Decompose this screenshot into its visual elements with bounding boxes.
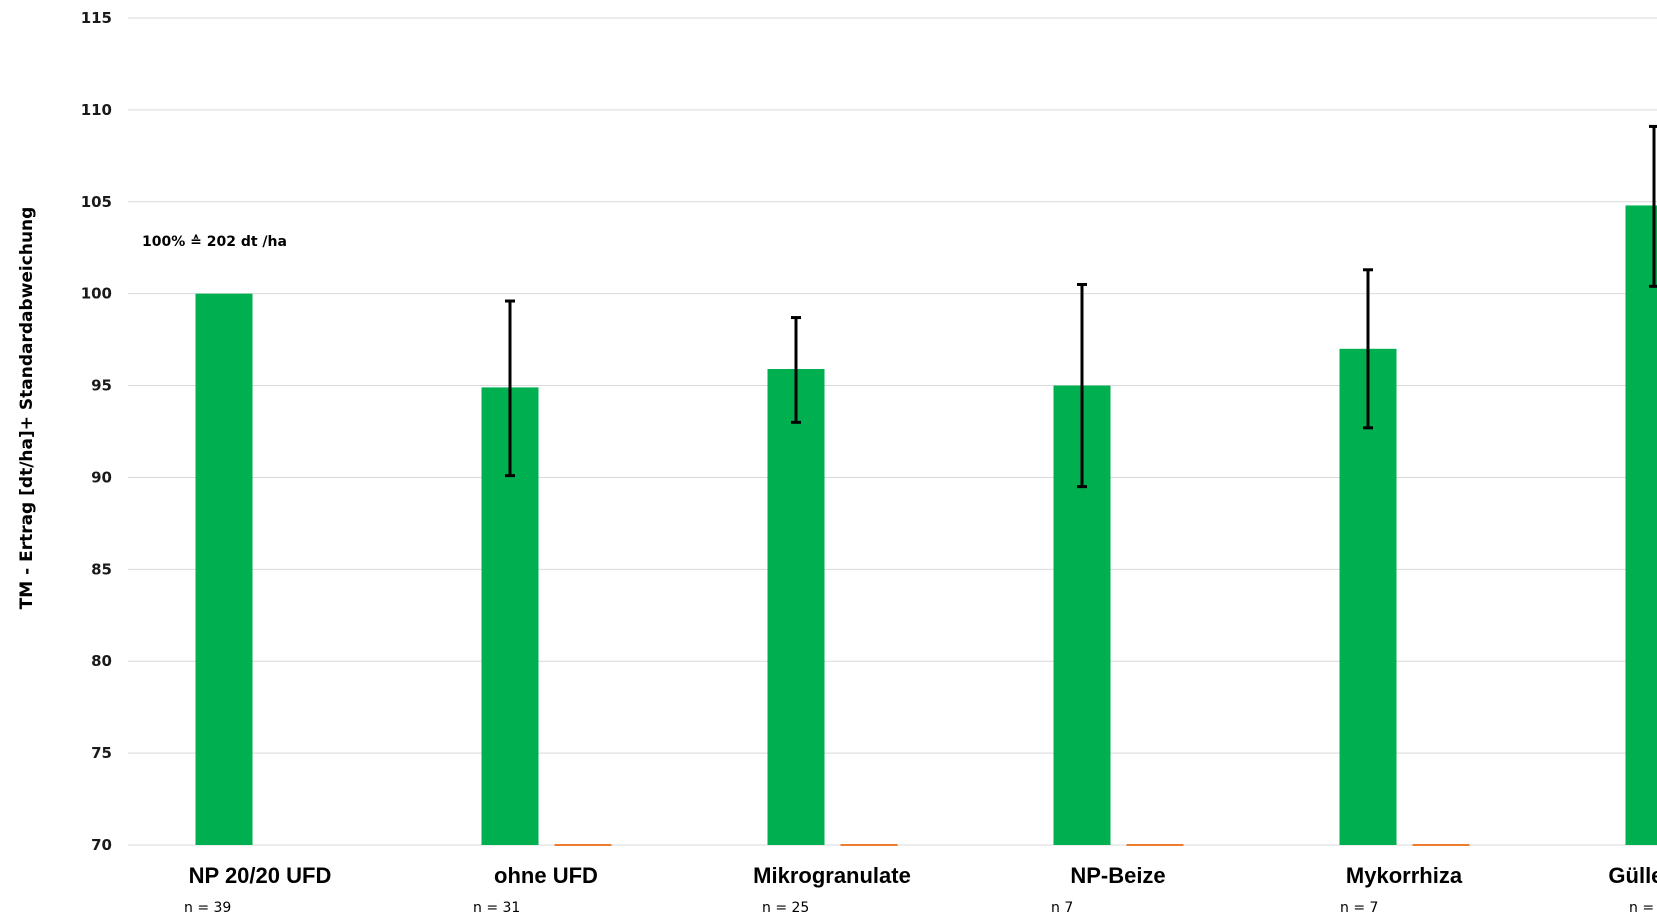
bar [195,293,253,846]
y-tick-label: 105 [81,193,112,211]
error-bars [505,124,1657,489]
bar [767,369,825,845]
gridlines [128,17,1657,846]
y-tick-label: 115 [81,9,112,27]
y-tick-label: 80 [91,652,112,670]
sample-size-label: n = 39 [184,900,231,916]
bar-series-2 [1126,844,1184,846]
error-bar [1649,124,1657,288]
y-tick-label: 75 [91,744,112,762]
sample-size-label: n = 7 [1340,900,1378,916]
bar-series-2 [1412,844,1470,846]
sample-size-label: n = 25 [762,900,809,916]
y-axis-label: TM - Ertrag [dt/ha]+ Standardabweichung [17,207,37,610]
category-label: Gülle-UFD + NI* [1608,863,1657,888]
bar-series-2 [554,844,612,846]
bar-series-2 [840,844,898,846]
category-label: NP-Beize [1070,863,1165,888]
bar [1625,205,1657,845]
y-tick-label: 110 [81,101,112,119]
error-bar [791,316,801,424]
bars [195,205,1657,846]
category-label: ohne UFD [494,863,598,888]
error-bar [1363,268,1373,430]
bar [1339,348,1397,845]
sample-size-labels: n = 39 n = 31 n = 25 n 7 n = 7 n = 21, [184,900,1657,916]
y-tick-label: 85 [91,560,112,578]
y-tick-label: 95 [91,377,112,395]
error-bar [1077,282,1087,489]
category-label: Mikrogranulate [753,863,911,888]
error-bar [505,299,515,478]
y-tick-label: 90 [91,468,112,486]
category-label: NP 20/20 UFD [189,863,332,888]
y-tick-label: 100 [81,285,112,303]
sample-size-label: n = 31 [473,900,520,916]
y-tick-label: 70 [91,836,112,854]
category-label: Mykorrhiza [1346,863,1463,888]
sample-size-label: n 7 [1051,900,1073,916]
sample-size-label: n = 21, [1629,900,1657,916]
x-axis-categories: NP 20/20 UFD ohne UFD Mikrogranulate NP-Bei… [189,863,1657,888]
reference-annotation: 100% ≙ 202 dt /ha [142,234,287,250]
y-axis-ticks: 70 75 80 85 90 95 100 105 110 115 [81,9,112,854]
